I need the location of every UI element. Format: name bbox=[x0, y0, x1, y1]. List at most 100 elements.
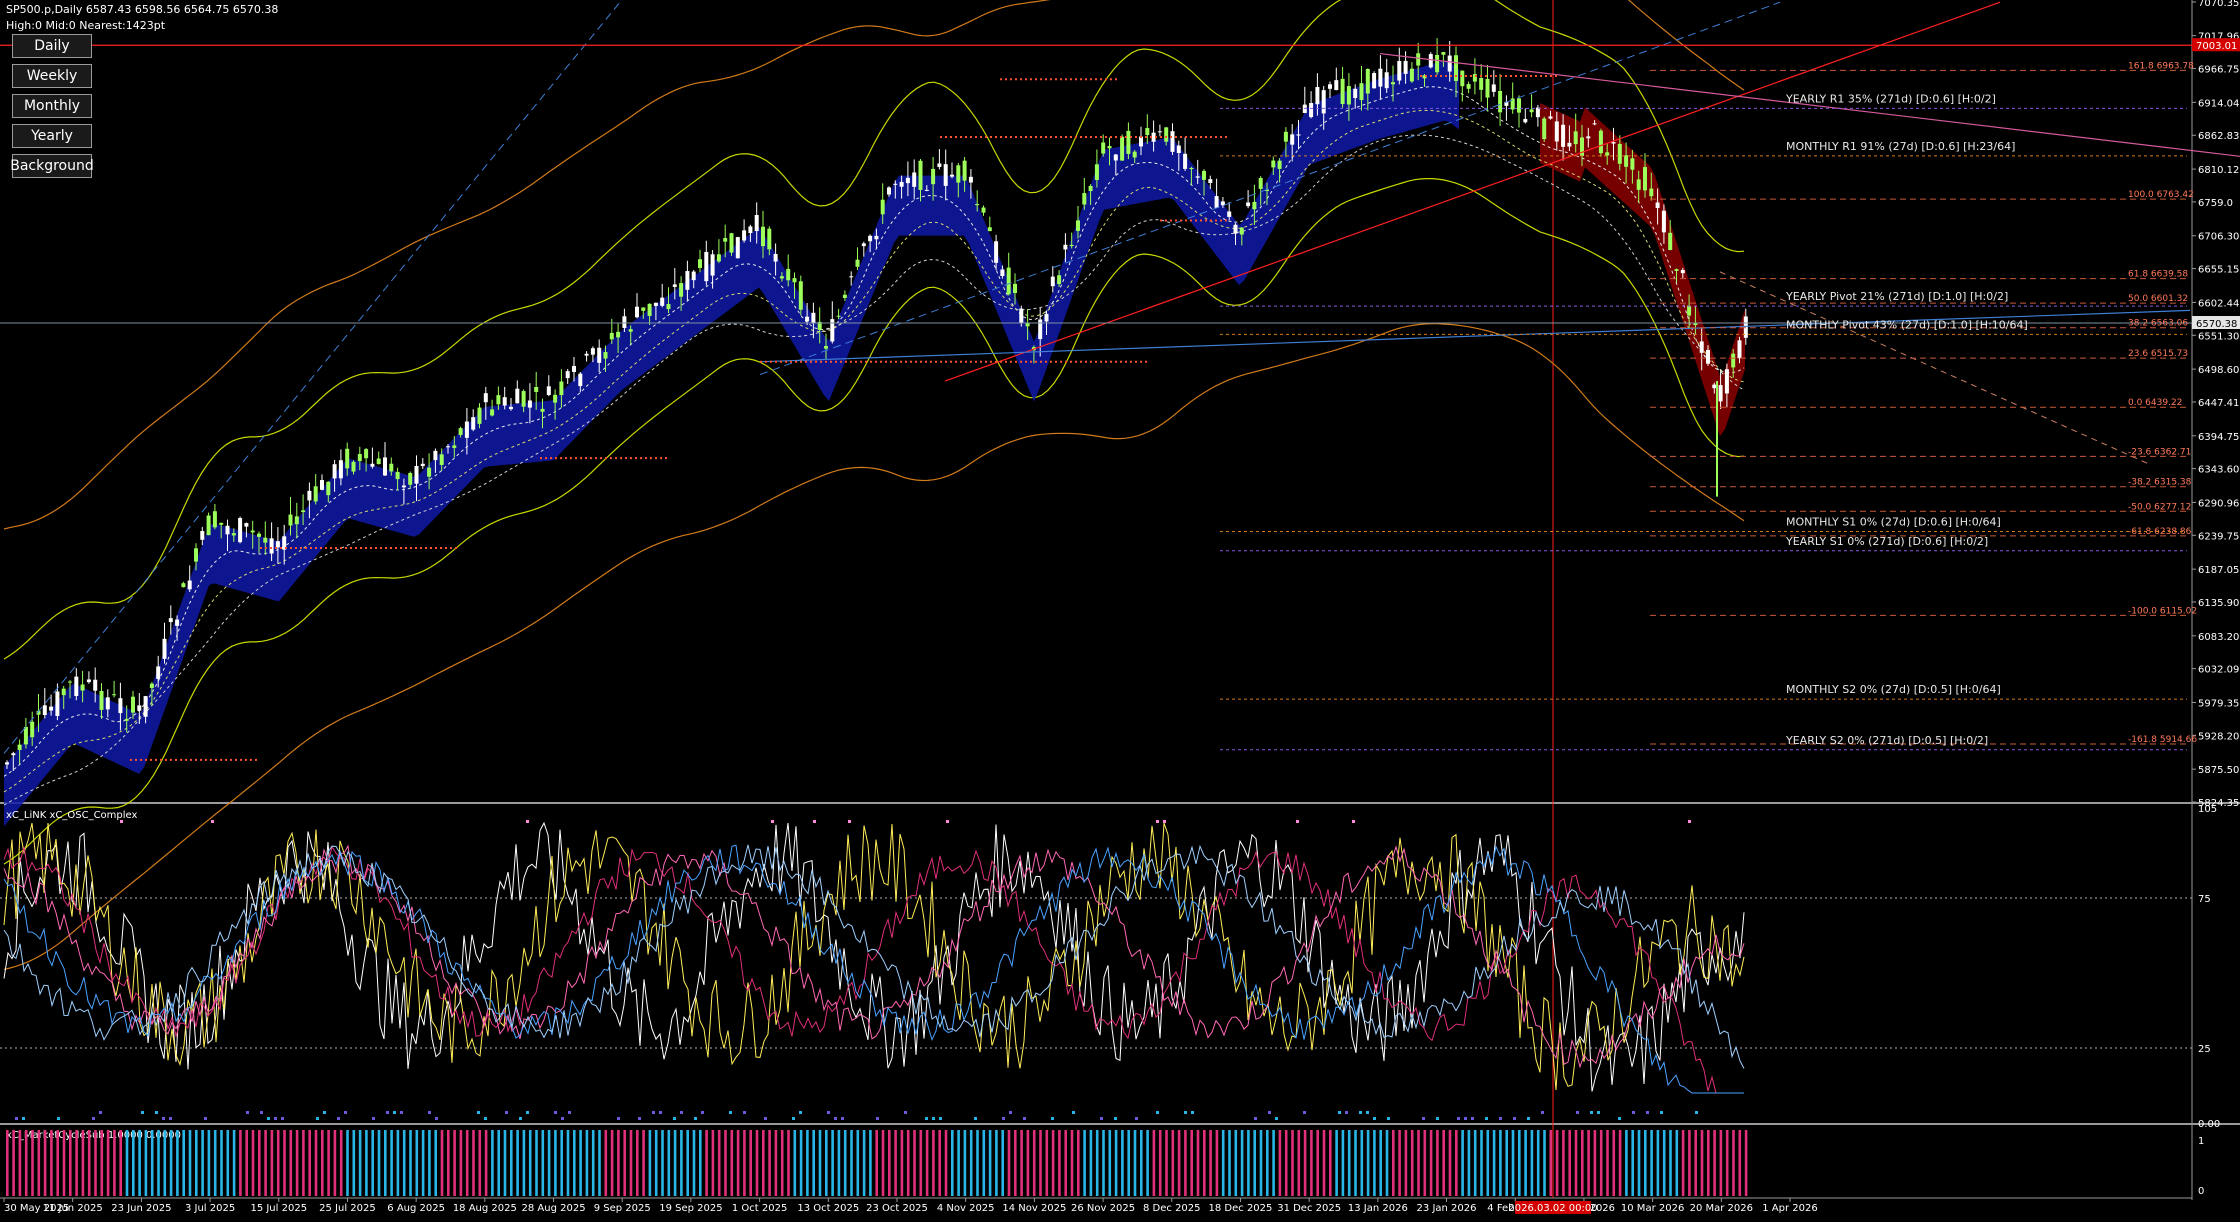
cycle-bar bbox=[787, 1130, 790, 1196]
cycle-bar bbox=[1681, 1130, 1685, 1196]
cycle-bar bbox=[1524, 1130, 1527, 1196]
candle-body bbox=[1309, 103, 1314, 118]
cycle-bar bbox=[1669, 1130, 1672, 1196]
candle-body bbox=[389, 463, 394, 472]
date-marker-label: 2026.03.02 00:00 bbox=[1508, 1203, 1597, 1214]
weekly-button[interactable]: Weekly bbox=[12, 64, 92, 88]
candle-body bbox=[1233, 224, 1238, 234]
cycle-bar bbox=[862, 1130, 866, 1196]
symbol-header: SP500.p,Daily 6587.43 6598.56 6564.75 65… bbox=[6, 3, 279, 16]
oscillator-dot bbox=[323, 1111, 326, 1114]
cycle-bar bbox=[692, 1130, 696, 1196]
price-tick-label: 6187.05 bbox=[2198, 565, 2239, 576]
oscillator-dot bbox=[211, 820, 214, 823]
time-tick-label: 4 Nov 2025 bbox=[937, 1203, 995, 1214]
cycle-bar bbox=[182, 1130, 185, 1196]
candle-body bbox=[74, 676, 79, 697]
cycle-bar bbox=[1278, 1130, 1282, 1196]
cycle-bar bbox=[1284, 1130, 1288, 1196]
price-tick-label: 6290.96 bbox=[2198, 498, 2239, 509]
band-outer-upper bbox=[3, 0, 1745, 660]
cycle-bar bbox=[1266, 1130, 1269, 1196]
candle-body bbox=[496, 395, 501, 405]
candle-body bbox=[1510, 98, 1515, 110]
cycle-bar bbox=[358, 1130, 362, 1196]
cycle-bar bbox=[434, 1130, 437, 1196]
cycle-bar bbox=[37, 1130, 41, 1196]
candle-body bbox=[1435, 54, 1440, 73]
current-price-label: 6570.38 bbox=[2196, 319, 2237, 330]
cycle-bar bbox=[321, 1130, 324, 1196]
time-tick-label: 6 Aug 2025 bbox=[387, 1203, 445, 1214]
cycle-bar bbox=[667, 1130, 671, 1196]
cycle-bar bbox=[295, 1130, 299, 1196]
cycle-bar bbox=[302, 1130, 305, 1196]
price-tick-label: 5824.35 bbox=[2198, 798, 2239, 809]
candle-body bbox=[36, 710, 41, 715]
monthly-button[interactable]: Monthly bbox=[12, 94, 92, 118]
oscillator-dot bbox=[57, 1117, 60, 1120]
candle-body bbox=[641, 307, 646, 311]
cycle-bar bbox=[1347, 1130, 1351, 1196]
daily-button[interactable]: Daily bbox=[12, 34, 92, 58]
trendline-dashed-blue-2 bbox=[759, 1, 1781, 376]
oscillator-dot bbox=[1527, 1117, 1530, 1120]
candle-body bbox=[1498, 90, 1503, 113]
cycle-bar bbox=[1007, 1130, 1011, 1196]
cycle-bar bbox=[629, 1130, 633, 1196]
cycle-bar bbox=[207, 1130, 211, 1196]
cycle-bar bbox=[1026, 1130, 1030, 1196]
cycle-bar bbox=[673, 1130, 677, 1196]
oscillator-dot bbox=[638, 1117, 641, 1120]
cycle-bar bbox=[402, 1130, 406, 1196]
cycle-bar bbox=[1625, 1130, 1628, 1196]
cycle-bar bbox=[1738, 1130, 1742, 1196]
cycle-bar bbox=[856, 1130, 860, 1196]
cycle-bar bbox=[1316, 1130, 1319, 1196]
cycle-bar bbox=[150, 1130, 154, 1196]
cycle-bar bbox=[1662, 1130, 1666, 1196]
oscillator-dot bbox=[393, 1111, 396, 1114]
cycle-bar bbox=[932, 1130, 935, 1196]
candle-body bbox=[1548, 116, 1553, 119]
yearly-button[interactable]: Yearly bbox=[12, 124, 92, 148]
oscillator-dot bbox=[1352, 820, 1355, 823]
cycle-bar bbox=[1518, 1130, 1521, 1196]
oscillator-dot bbox=[701, 1111, 704, 1114]
cycle-bar bbox=[465, 1130, 469, 1196]
candle-body bbox=[1227, 211, 1232, 217]
oscillator-dot bbox=[1303, 1111, 1306, 1114]
candle-body bbox=[332, 464, 337, 479]
candle-body bbox=[578, 373, 583, 387]
candle-body bbox=[143, 696, 148, 717]
candle-body bbox=[357, 454, 362, 462]
candle-body bbox=[1428, 54, 1433, 68]
cycle-bar bbox=[1719, 1130, 1723, 1196]
oscillator-dot bbox=[477, 1111, 480, 1114]
candle-body bbox=[924, 189, 929, 191]
candle-body bbox=[175, 619, 180, 626]
cycle-bar bbox=[837, 1130, 841, 1196]
cycle-bar bbox=[1455, 1130, 1458, 1196]
background-button[interactable]: Background bbox=[10, 154, 94, 178]
oscillator-dot bbox=[694, 1117, 697, 1120]
fib-level-label: 100.0 6763.42 bbox=[2128, 190, 2194, 200]
cycle-bar bbox=[1045, 1130, 1049, 1196]
candle-body bbox=[1082, 193, 1087, 205]
oscillator-dot bbox=[1268, 1111, 1271, 1114]
cycle-bar bbox=[157, 1130, 160, 1196]
pivot-level-label: MONTHLY R1 91% (27d) [D:0.6] [H:23/64] bbox=[1786, 140, 2015, 153]
candle-body bbox=[1466, 84, 1471, 89]
time-tick-label: 13 Jan 2026 bbox=[1348, 1203, 1408, 1214]
candle-body bbox=[742, 230, 747, 241]
candle-body bbox=[887, 187, 891, 195]
candle-body bbox=[918, 160, 923, 190]
cycle-bar bbox=[938, 1130, 941, 1196]
oscillator-dot bbox=[617, 1117, 620, 1120]
cycle-bar bbox=[680, 1130, 683, 1196]
oscillator-dot bbox=[1002, 1117, 1005, 1120]
cycle-bar bbox=[276, 1130, 280, 1196]
candle-body bbox=[540, 408, 545, 412]
candle-body bbox=[320, 480, 324, 490]
